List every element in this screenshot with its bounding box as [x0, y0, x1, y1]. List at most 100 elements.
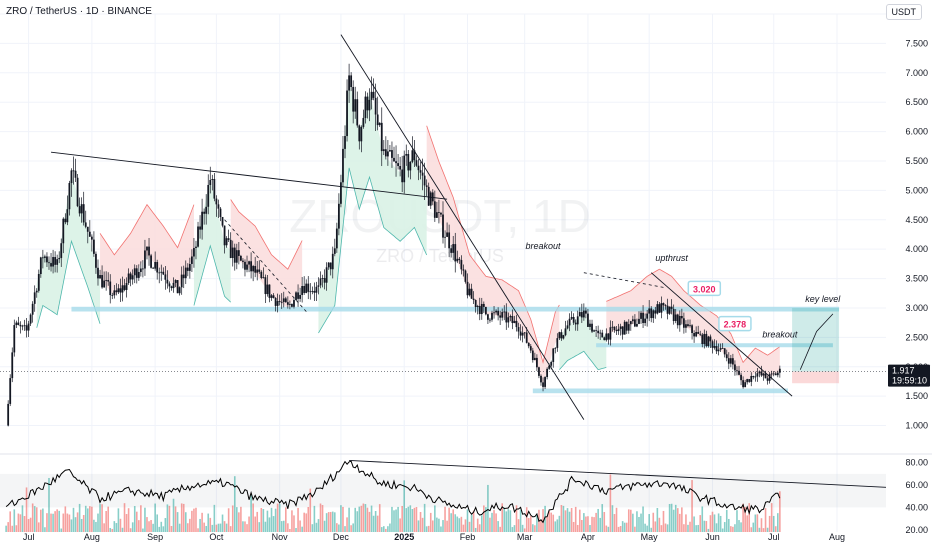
annotation-label: breakout: [526, 241, 562, 251]
grid-lines: [0, 13, 886, 532]
candle-body: [178, 287, 181, 294]
time-tick-label: Apr: [581, 532, 595, 542]
volume-bar: [338, 524, 340, 532]
candle-body: [276, 301, 279, 306]
volume-bar: [11, 525, 14, 532]
candle-body: [56, 259, 59, 265]
volume-bar: [489, 517, 491, 532]
volume-bar: [548, 510, 550, 532]
candle-body: [291, 303, 293, 307]
volume-bar: [576, 524, 579, 532]
volume-bar: [319, 503, 322, 532]
support-zone: [532, 388, 789, 394]
candle-body: [356, 99, 359, 126]
volume-bar: [456, 516, 459, 532]
candle-body: [440, 212, 442, 215]
candle-body: [517, 327, 520, 332]
volume-bar: [21, 505, 24, 532]
candle-body: [427, 186, 430, 206]
volume-bar: [744, 506, 746, 532]
candle-body: [605, 333, 608, 341]
candle-body: [340, 182, 342, 204]
candle-body: [115, 290, 118, 293]
volume-bar: [158, 526, 161, 532]
candle-body: [364, 96, 367, 118]
volume-bar: [470, 514, 473, 532]
volume-bar: [574, 506, 577, 532]
price-tick-label: 3.000: [905, 303, 928, 313]
candle-body: [738, 370, 740, 375]
volume-bar: [44, 527, 46, 532]
projection-arrow: [799, 313, 834, 370]
candle-body: [219, 208, 222, 217]
candle-body: [660, 303, 663, 313]
candle-body: [776, 372, 779, 376]
volume-bar: [395, 509, 397, 532]
candle-body: [654, 310, 657, 314]
candle-body: [54, 257, 57, 265]
target-profit-zone: [792, 307, 840, 372]
volume-bar: [652, 512, 655, 532]
volume-bar: [676, 508, 679, 532]
volume-bar: [7, 522, 9, 532]
volume-bar: [276, 503, 279, 532]
volume-bar: [336, 523, 338, 532]
candle-body: [678, 315, 681, 326]
candle-body: [511, 316, 514, 324]
candle-body: [323, 278, 326, 283]
candle-body: [156, 262, 159, 273]
candle-body: [80, 204, 83, 214]
candle-body: [11, 352, 14, 379]
volume-bar: [291, 510, 293, 532]
volume-bar: [31, 503, 34, 532]
candle-body: [66, 209, 69, 223]
volume-bar: [497, 521, 499, 532]
candle-body: [513, 320, 516, 324]
candle-body: [86, 226, 89, 232]
candle-body: [766, 378, 769, 381]
volume-bar: [380, 527, 383, 532]
volume-bar: [581, 519, 583, 532]
candle-body: [250, 261, 253, 272]
volume-bar: [450, 513, 452, 532]
candle-body: [695, 331, 698, 337]
price-tick-label: 7.500: [905, 38, 928, 48]
candle-body: [625, 321, 628, 331]
volume-bar: [499, 526, 501, 532]
candle-body: [358, 125, 361, 142]
volume-bar: [252, 503, 254, 532]
volume-bar: [436, 517, 438, 532]
volume-bar: [89, 506, 91, 532]
candle-body: [723, 348, 726, 355]
volume-bar: [425, 526, 428, 532]
volume-bar: [221, 514, 224, 532]
volume-bar: [474, 527, 477, 532]
candle-body: [325, 267, 328, 283]
volume-bar: [444, 506, 446, 532]
volume-bar: [368, 511, 371, 532]
candle-body: [705, 333, 708, 347]
candle-body: [254, 266, 257, 273]
volume-bar: [754, 514, 757, 532]
time-tick-label: Dec: [333, 532, 350, 542]
volume-bar: [446, 520, 448, 532]
currency-badge[interactable]: USDT: [885, 4, 922, 20]
volume-bar: [487, 484, 489, 532]
volume-bar: [632, 513, 634, 532]
volume-bar: [238, 512, 240, 532]
volume-bar: [725, 509, 728, 532]
candle-body: [41, 257, 44, 259]
candle-body: [613, 326, 616, 331]
volume-bar: [301, 526, 303, 532]
volume-bar: [544, 505, 546, 532]
volume-bar: [213, 504, 216, 532]
candle-body: [676, 314, 679, 326]
candle-body: [125, 283, 128, 290]
volume-bar: [115, 523, 118, 532]
volume-bar: [644, 523, 646, 532]
candle-body: [595, 330, 598, 332]
candle-body: [493, 312, 495, 314]
volume-bar: [203, 522, 205, 532]
